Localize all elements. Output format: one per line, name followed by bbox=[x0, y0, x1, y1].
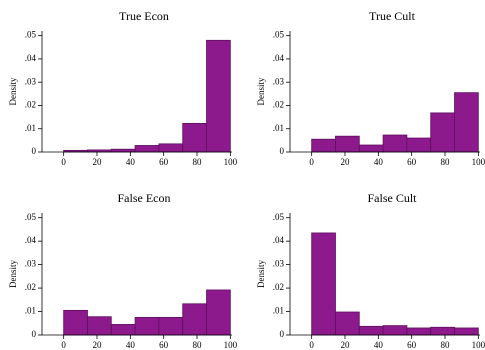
histogram-bar bbox=[335, 311, 360, 336]
y-tick-label: .05 bbox=[25, 30, 37, 40]
x-tick-label: 80 bbox=[193, 157, 203, 167]
chart-title: False Cult bbox=[367, 191, 417, 205]
chart-title: False Econ bbox=[118, 191, 171, 205]
histogram-bar bbox=[134, 317, 160, 336]
histogram-bar bbox=[182, 122, 207, 153]
x-tick-label: 40 bbox=[374, 340, 384, 350]
histogram-bar bbox=[158, 317, 184, 336]
histogram-bar bbox=[63, 309, 88, 336]
y-tick-label: .02 bbox=[273, 100, 284, 110]
y-tick-label: 0 bbox=[280, 329, 285, 339]
x-tick-label: 40 bbox=[374, 157, 384, 167]
y-axis-label: Density bbox=[256, 77, 266, 105]
histogram-bar bbox=[406, 137, 432, 153]
histogram-bar bbox=[87, 316, 112, 336]
histogram-bar bbox=[454, 327, 479, 336]
y-tick-label: .02 bbox=[273, 282, 284, 292]
x-tick-label: 60 bbox=[407, 157, 417, 167]
x-tick-label: 80 bbox=[441, 340, 451, 350]
histogram-bar bbox=[311, 232, 336, 336]
histogram-bar bbox=[158, 143, 184, 153]
y-axis-label: Density bbox=[8, 77, 18, 105]
x-tick-label: 20 bbox=[93, 340, 103, 350]
histogram-bar bbox=[182, 303, 207, 336]
y-tick-label: .01 bbox=[25, 123, 36, 133]
y-tick-label: .04 bbox=[273, 53, 285, 63]
x-tick-label: 60 bbox=[159, 340, 169, 350]
y-tick-label: .04 bbox=[25, 235, 37, 245]
histogram-bar bbox=[382, 325, 408, 336]
y-tick-label: 0 bbox=[280, 146, 285, 156]
histogram-bar bbox=[430, 112, 455, 153]
histogram-bar bbox=[110, 148, 136, 153]
x-tick-label: 60 bbox=[407, 340, 417, 350]
histogram-bar bbox=[430, 326, 455, 336]
y-tick-label: .05 bbox=[273, 30, 285, 40]
chart-title: True Cult bbox=[369, 9, 416, 23]
x-tick-label: 0 bbox=[309, 340, 314, 350]
y-tick-label: .03 bbox=[25, 76, 37, 86]
histogram-bar bbox=[206, 289, 231, 336]
histogram-bar bbox=[311, 138, 336, 153]
histogram-bar bbox=[382, 134, 408, 153]
x-tick-label: 100 bbox=[472, 340, 485, 350]
histogram-bar bbox=[358, 325, 384, 336]
x-tick-label: 40 bbox=[126, 340, 136, 350]
y-tick-label: .01 bbox=[25, 306, 36, 316]
x-tick-label: 20 bbox=[341, 157, 351, 167]
x-tick-label: 80 bbox=[441, 157, 451, 167]
x-tick-label: 0 bbox=[61, 157, 66, 167]
y-tick-label: .03 bbox=[273, 259, 285, 269]
y-tick-label: .04 bbox=[25, 53, 37, 63]
y-tick-label: .05 bbox=[273, 212, 285, 222]
x-tick-label: 100 bbox=[224, 340, 238, 350]
x-tick-label: 80 bbox=[193, 340, 203, 350]
x-tick-label: 40 bbox=[126, 157, 136, 167]
y-tick-label: .05 bbox=[25, 212, 37, 222]
histogram-bar bbox=[206, 39, 231, 153]
y-tick-label: .04 bbox=[273, 235, 285, 245]
histogram-bar bbox=[358, 144, 384, 153]
y-tick-label: 0 bbox=[32, 329, 37, 339]
histogram-bar bbox=[335, 135, 360, 153]
histogram-bar bbox=[134, 145, 160, 153]
y-tick-label: .02 bbox=[25, 282, 36, 292]
y-tick-label: .02 bbox=[25, 100, 36, 110]
y-axis-label: Density bbox=[256, 260, 266, 288]
y-tick-label: .03 bbox=[273, 76, 285, 86]
y-tick-label: 0 bbox=[32, 146, 37, 156]
x-tick-label: 20 bbox=[93, 157, 103, 167]
x-tick-label: 0 bbox=[309, 157, 314, 167]
histogram-bar bbox=[406, 327, 432, 336]
x-tick-label: 100 bbox=[472, 157, 485, 167]
chart-title: True Econ bbox=[119, 9, 169, 23]
y-tick-label: .01 bbox=[273, 306, 284, 316]
y-tick-label: .03 bbox=[25, 259, 37, 269]
x-tick-label: 100 bbox=[224, 157, 238, 167]
x-tick-label: 0 bbox=[61, 340, 66, 350]
histogram-bar bbox=[110, 324, 136, 336]
x-tick-label: 60 bbox=[159, 157, 169, 167]
y-tick-label: .01 bbox=[273, 123, 284, 133]
histogram-bar bbox=[454, 92, 479, 153]
x-tick-label: 20 bbox=[341, 340, 351, 350]
y-axis-label: Density bbox=[8, 260, 18, 288]
